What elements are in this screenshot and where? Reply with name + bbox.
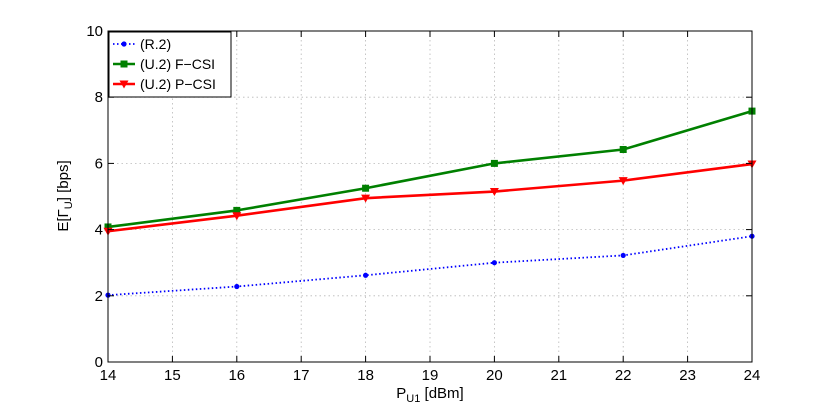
legend-marker <box>120 60 128 68</box>
series-line <box>107 109 753 229</box>
series-1 <box>105 233 755 298</box>
y-axis-label: E[ΓU] [bps] <box>55 160 75 231</box>
data-point <box>619 145 627 153</box>
legend: (R.2) (U.2) F−CSI (U.2) P−CSI <box>108 31 232 98</box>
data-point <box>232 212 242 221</box>
y-tick-label: 2 <box>95 288 103 305</box>
y-tick-label: 4 <box>95 222 103 239</box>
data-point <box>489 188 499 197</box>
grid <box>108 31 752 362</box>
y-axis-label-main: E[Γ <box>55 209 72 231</box>
data-point <box>620 252 626 259</box>
x-tick-label: 20 <box>486 367 503 384</box>
x-axis-label: PU1 [dBm] <box>396 385 463 405</box>
legend-marker <box>121 41 127 47</box>
x-tick-label: 19 <box>422 367 439 384</box>
data-point <box>233 206 241 214</box>
x-axis-label-unit: [dBm] <box>420 385 463 402</box>
legend-label: (U.2) P−CSI <box>140 76 216 92</box>
x-tick-label: 14 <box>100 367 117 384</box>
series-line <box>107 162 753 233</box>
x-axis-label-main: P <box>396 385 406 402</box>
x-tick-label: 16 <box>228 367 245 384</box>
y-tick-label: 10 <box>86 23 103 40</box>
data-point <box>362 184 370 192</box>
x-tick-label: 22 <box>615 367 632 384</box>
data-point <box>490 159 498 167</box>
x-tick-label: 21 <box>550 367 567 384</box>
x-tick-label: 17 <box>293 367 310 384</box>
y-tick-label: 8 <box>95 89 103 106</box>
legend-label: (U.2) F−CSI <box>140 56 215 72</box>
y-axis-label-sub: U <box>63 201 75 209</box>
x-tick-label: 15 <box>164 367 181 384</box>
legend-label: (R.2) <box>140 36 171 52</box>
y-tick-label: 0 <box>95 354 103 371</box>
x-tick-label: 18 <box>357 367 374 384</box>
x-axis-label-sub: U1 <box>406 393 420 405</box>
data-point <box>234 283 240 290</box>
data-point <box>491 260 497 266</box>
x-tick-label: 23 <box>679 367 696 384</box>
x-tick-label: 24 <box>744 367 761 384</box>
legend-marker <box>119 80 129 89</box>
y-tick-label: 6 <box>95 155 103 172</box>
y-axis-label-unit: ] [bps] <box>55 160 72 201</box>
data-point <box>361 194 371 203</box>
data-point <box>363 272 369 278</box>
data-point <box>618 177 628 186</box>
